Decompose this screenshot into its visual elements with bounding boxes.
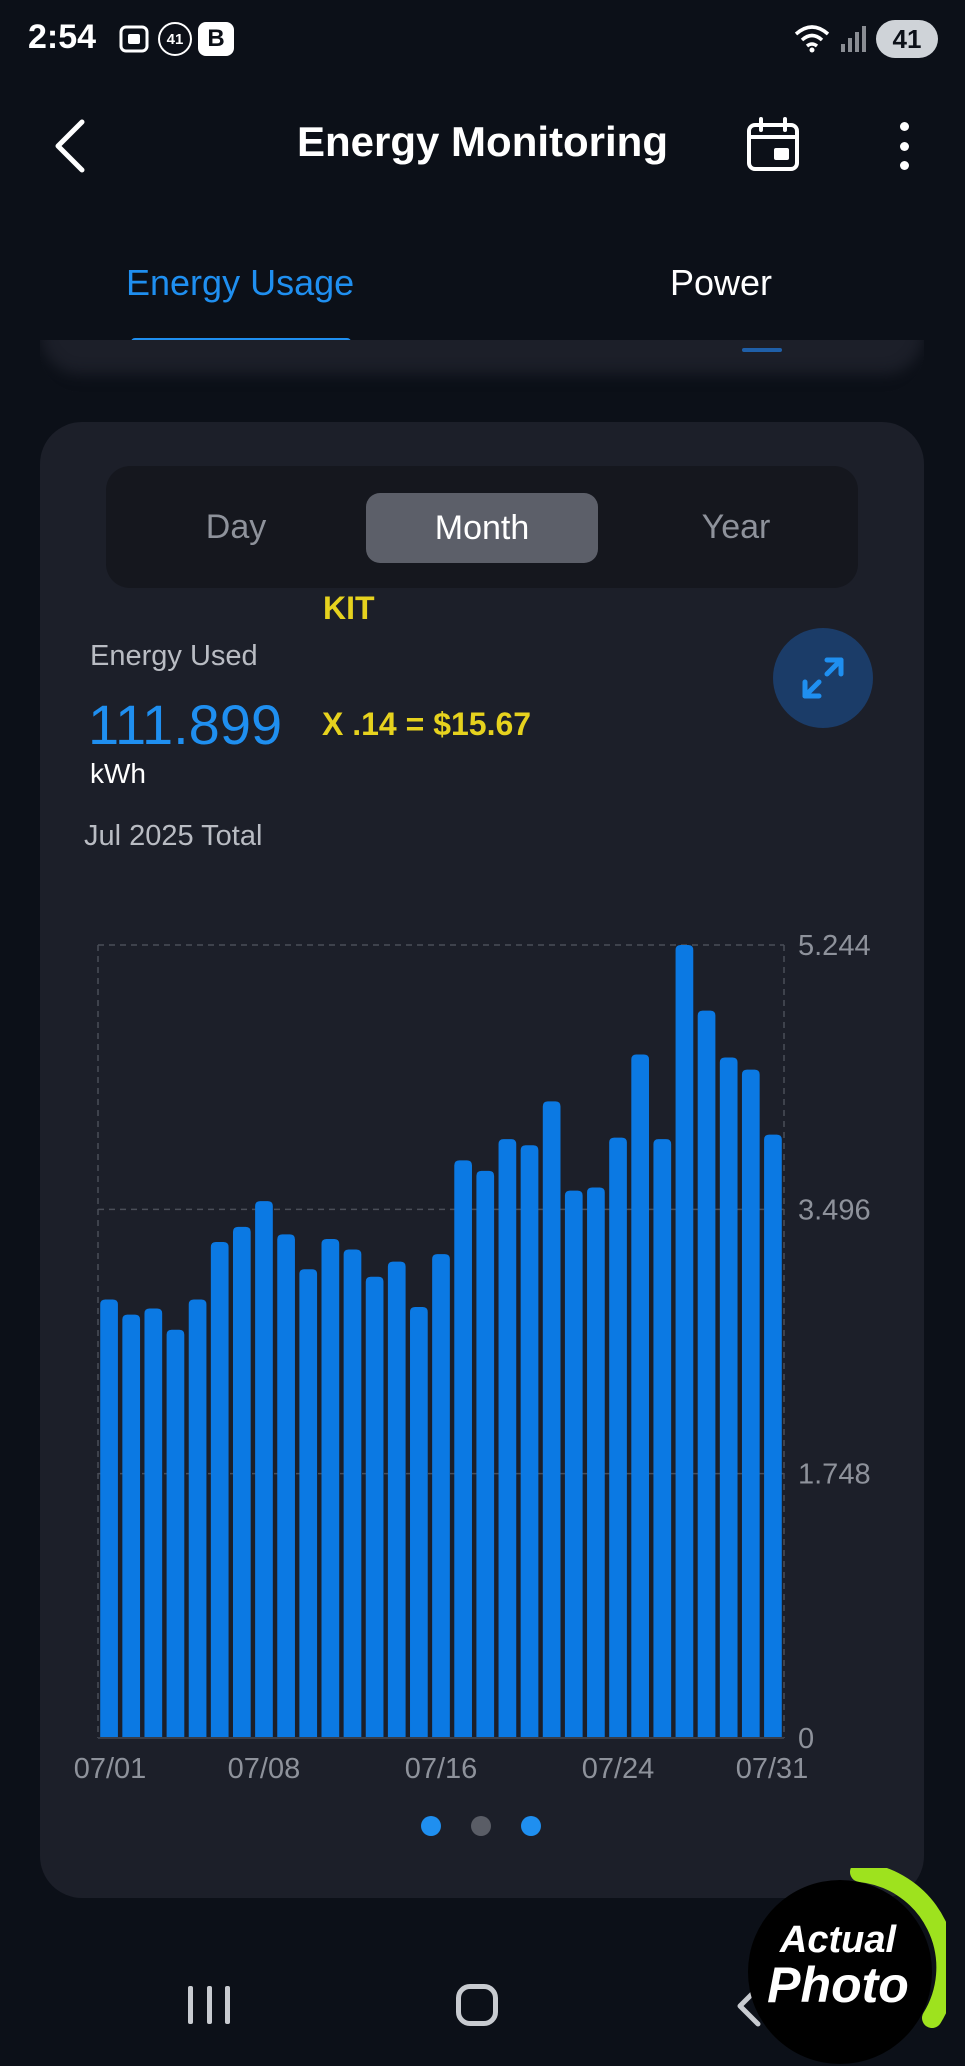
calendar-icon xyxy=(747,117,799,171)
period-selector: Day Month Year xyxy=(106,466,858,588)
chart-bar-07-04[interactable] xyxy=(166,1329,185,1738)
y-tick-label: 3.496 xyxy=(798,1194,871,1226)
status-time: 2:54 xyxy=(28,18,97,56)
notification-count-icon: 41 xyxy=(158,22,192,56)
y-tick-label: 1.748 xyxy=(798,1459,871,1491)
chart-bar-07-02[interactable] xyxy=(122,1314,141,1738)
chart-bar-07-29[interactable] xyxy=(719,1057,738,1738)
x-tick-label: 07/16 xyxy=(405,1753,478,1785)
chevron-left-icon xyxy=(55,119,85,173)
chart-bar-07-21[interactable] xyxy=(542,1101,561,1738)
chart-bar-07-27[interactable] xyxy=(675,945,694,1738)
chart-bar-07-03[interactable] xyxy=(144,1308,163,1738)
chart-bar-07-18[interactable] xyxy=(476,1170,495,1738)
recents-bar-icon xyxy=(225,1986,230,2024)
cell-signal-icon xyxy=(838,22,870,56)
chart-bar-07-28[interactable] xyxy=(697,1010,716,1738)
chart-bar-07-07[interactable] xyxy=(232,1226,251,1738)
energy-used-label: Energy Used xyxy=(90,640,258,672)
more-options-button[interactable] xyxy=(880,116,928,176)
tab-energy-usage[interactable]: Energy Usage xyxy=(126,262,355,303)
dot-icon xyxy=(899,161,909,170)
chart-bar-07-08[interactable] xyxy=(255,1201,273,1738)
chart-bar-07-09[interactable] xyxy=(277,1234,295,1738)
screenshot-icon xyxy=(116,22,152,56)
expand-icon xyxy=(802,657,844,699)
chart-bar-07-25[interactable] xyxy=(631,1054,650,1738)
annotation-kit: KIT xyxy=(323,590,375,626)
period-total-label: Jul 2025 Total xyxy=(84,820,263,852)
nav-home-button[interactable] xyxy=(456,1984,498,2026)
y-tick-label: 0 xyxy=(798,1723,814,1755)
dot-icon xyxy=(899,141,909,151)
chart-bar-07-15[interactable] xyxy=(410,1307,428,1738)
battery-icon: 41 xyxy=(876,20,938,58)
period-option-month[interactable]: Month xyxy=(366,493,598,563)
previous-card xyxy=(40,340,924,392)
chart-bar-07-16[interactable] xyxy=(432,1254,450,1738)
pager-dot-2[interactable] xyxy=(471,1816,491,1836)
chart-bar-07-20[interactable] xyxy=(520,1145,539,1738)
energy-unit: kWh xyxy=(90,758,146,789)
tab-power[interactable]: Power xyxy=(670,262,773,303)
chart-bar-07-01[interactable] xyxy=(100,1299,118,1738)
energy-used-value: 111.899 xyxy=(88,693,283,756)
x-tick-label: 07/31 xyxy=(736,1753,809,1785)
nav-recents-button[interactable] xyxy=(188,1986,230,2024)
chart-bar-07-14[interactable] xyxy=(387,1261,406,1738)
app-badge-icon: B xyxy=(198,22,234,56)
chart-bar-07-31[interactable] xyxy=(764,1134,782,1738)
chart-bar-07-23[interactable] xyxy=(587,1187,605,1738)
chart-bar-07-30[interactable] xyxy=(741,1069,760,1738)
x-tick-label: 07/08 xyxy=(228,1753,301,1785)
expand-chart-button[interactable] xyxy=(773,628,873,728)
chart-bar-07-26[interactable] xyxy=(653,1139,672,1738)
wifi-icon xyxy=(794,22,830,56)
page-title: Energy Monitoring xyxy=(297,118,668,165)
recents-bar-icon xyxy=(188,1986,193,2024)
pager-dot-1[interactable] xyxy=(421,1816,441,1836)
previous-card-accent xyxy=(742,348,782,352)
pager-dot-3[interactable] xyxy=(521,1816,541,1836)
chart-bar-07-10[interactable] xyxy=(299,1269,318,1738)
chart-bar-07-24[interactable] xyxy=(609,1137,627,1738)
back-button[interactable] xyxy=(44,112,96,180)
svg-text:Photo: Photo xyxy=(767,1957,909,2013)
y-tick-label: 5.244 xyxy=(798,930,871,962)
chart-bar-07-22[interactable] xyxy=(564,1190,583,1738)
chart-bar-07-19[interactable] xyxy=(498,1139,517,1738)
chart-bar-07-11[interactable] xyxy=(321,1238,340,1738)
annotation-cost: X .14 = $15.67 xyxy=(322,706,532,742)
period-option-year[interactable]: Year xyxy=(701,507,771,546)
svg-text:Actual: Actual xyxy=(779,1919,898,1961)
x-tick-label: 07/01 xyxy=(74,1753,147,1785)
calendar-button[interactable] xyxy=(744,116,802,174)
actual-photo-watermark: Actual Photo xyxy=(748,1868,946,2064)
x-tick-label: 07/24 xyxy=(582,1753,655,1785)
chart-bar-07-12[interactable] xyxy=(343,1249,362,1738)
chart-bar-07-17[interactable] xyxy=(454,1160,472,1738)
chart-bar-07-13[interactable] xyxy=(365,1276,384,1738)
period-option-day[interactable]: Day xyxy=(205,507,267,546)
energy-bar-chart: 0 1.748 3.496 5.244 07/01 07/08 07/16 07/24 07/3… xyxy=(74,930,871,1785)
chart-bar-07-06[interactable] xyxy=(210,1241,229,1738)
chart-bar-07-05[interactable] xyxy=(188,1299,207,1738)
recents-bar-icon xyxy=(206,1986,212,2024)
dot-icon xyxy=(899,122,909,131)
